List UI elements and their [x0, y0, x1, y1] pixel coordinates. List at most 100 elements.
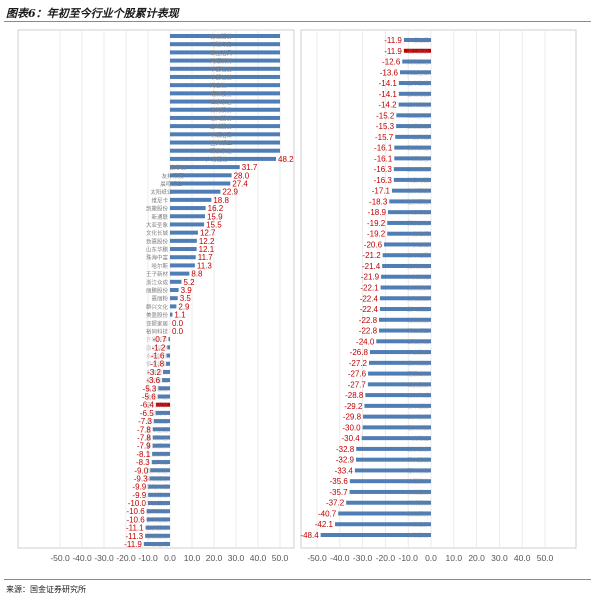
category-label: 集友股份: [407, 510, 430, 518]
bar: [166, 353, 170, 358]
bar: [145, 533, 170, 538]
category-label: 鸿博股份: [146, 491, 169, 499]
data-label: -6.4: [140, 401, 154, 410]
data-label: -14.1: [379, 90, 398, 99]
bar: [394, 156, 431, 161]
x-tick-label: 10.0: [184, 553, 201, 563]
title-divider: [4, 21, 591, 22]
bar: [402, 59, 431, 64]
bar: [148, 501, 170, 506]
bar: [145, 525, 170, 530]
bar: [393, 177, 431, 182]
bar: [153, 419, 170, 424]
data-label: 2.9: [178, 302, 190, 311]
category-label: 宜宾纸业: [210, 139, 233, 147]
category-label: 嘉丽粉: [151, 295, 168, 303]
bar: [170, 214, 205, 219]
category-label: 博汇纸业: [407, 327, 430, 335]
bar: [379, 296, 431, 301]
category-label: 景兴纸业: [407, 359, 430, 367]
category-label: 索菲亚: [412, 209, 429, 217]
bar: [170, 148, 280, 153]
bar: [354, 468, 431, 473]
category-label: 中顺洁柔: [407, 37, 430, 45]
bar: [155, 410, 170, 415]
bar: [146, 509, 170, 514]
data-label: -10.0: [128, 499, 147, 508]
bar: [382, 263, 431, 268]
data-label: -7.8: [137, 425, 151, 434]
category-label: 德力股份: [407, 47, 430, 55]
data-label: -16.3: [374, 176, 393, 185]
category-label: 曲美家居: [146, 434, 169, 442]
data-label: -15.2: [376, 111, 395, 120]
bar: [380, 285, 431, 290]
bar: [149, 476, 170, 481]
bar: [403, 48, 431, 53]
category-label: 浙江众成: [146, 278, 169, 286]
bar: [170, 50, 280, 55]
category-label: 皮阿诺: [412, 133, 429, 141]
bar: [170, 140, 280, 145]
bar: [167, 345, 170, 350]
data-label: -29.8: [343, 413, 362, 422]
category-label: 东港股份: [407, 488, 430, 496]
data-label: -37.2: [326, 499, 345, 508]
data-label: -16.1: [374, 144, 393, 153]
bar: [170, 312, 173, 317]
bar: [396, 113, 431, 118]
category-label: 顾家家居: [210, 147, 233, 155]
category-label: 晨鸣纸业: [407, 306, 430, 314]
bar: [335, 522, 431, 527]
data-label: 22.9: [222, 188, 238, 197]
bar: [152, 451, 170, 456]
chart-frame: [17, 29, 295, 549]
category-label: 金发拉比: [146, 418, 169, 426]
category-label: 森合股份: [146, 385, 169, 393]
data-label: -8.3: [136, 458, 150, 467]
bar: [170, 279, 182, 284]
data-label: -1.2: [152, 343, 166, 352]
bar: [170, 99, 280, 104]
data-label: -20.6: [364, 240, 383, 249]
category-label: 恒丰纸业: [146, 360, 169, 368]
x-tick-label: -50.0: [307, 553, 327, 563]
bar: [166, 361, 170, 366]
data-label: -7.9: [137, 442, 151, 451]
category-label: 仙鹤股份: [146, 524, 169, 532]
bar: [170, 66, 280, 71]
data-label: -26.8: [350, 348, 369, 357]
bar: [170, 132, 280, 137]
category-label: 太阳纸业: [407, 295, 430, 303]
category-label: 帝王洁具: [210, 49, 233, 57]
data-label: -16.3: [374, 165, 393, 174]
category-label: 顺灏股份: [146, 532, 169, 540]
data-label: -40.7: [318, 509, 337, 518]
data-label: -7.8: [137, 433, 151, 442]
data-label: -10.6: [126, 515, 145, 524]
data-label: -1.8: [150, 360, 164, 369]
bar: [146, 517, 170, 522]
data-label: -12.6: [382, 58, 401, 67]
data-label: -17.1: [372, 187, 391, 196]
data-label: -11.9: [384, 47, 402, 56]
x-tick-label: -50.0: [50, 553, 70, 563]
bar: [398, 91, 431, 96]
category-label: 江山欧派: [146, 450, 169, 458]
data-label: 11.3: [197, 261, 213, 270]
category-label: 华泰股份: [407, 349, 430, 357]
bar: [355, 457, 431, 462]
data-label: -32.8: [336, 445, 355, 454]
category-label: 海宏物: [210, 82, 227, 90]
category-label: 冠豪高新: [407, 370, 430, 378]
bar: [403, 38, 431, 42]
category-label: 裕同科技: [146, 508, 169, 516]
data-label: -22.4: [360, 305, 379, 314]
bar: [389, 199, 431, 204]
bar: [170, 263, 195, 268]
data-label: 28.0: [234, 171, 250, 180]
data-label: -3.2: [147, 368, 161, 377]
category-label: 合兴包装: [407, 413, 430, 421]
bar: [387, 220, 431, 225]
